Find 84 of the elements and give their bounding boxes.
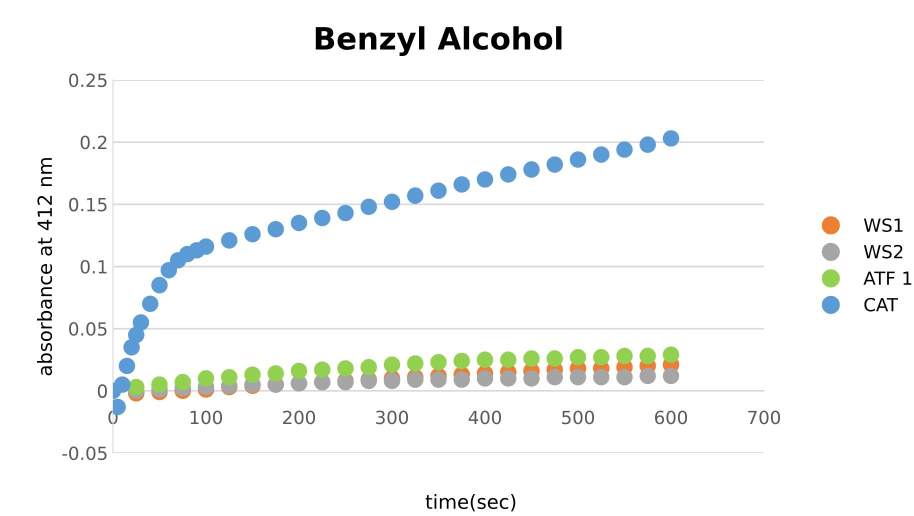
- y-tick-label: 0.1: [80, 260, 106, 274]
- point: [142, 296, 158, 312]
- point: [290, 214, 308, 232]
- point: [132, 314, 150, 331]
- point: [123, 339, 140, 356]
- point: [500, 352, 516, 368]
- point: [454, 176, 470, 193]
- point: [640, 136, 656, 153]
- point: [476, 171, 494, 188]
- point: [430, 371, 447, 388]
- point: [430, 182, 447, 199]
- point: [360, 358, 377, 376]
- y-tick-label: 0.25: [69, 73, 107, 88]
- point: [454, 352, 470, 370]
- point: [570, 368, 586, 386]
- point: [500, 166, 516, 183]
- point: [616, 141, 633, 158]
- point: [314, 361, 330, 378]
- point: [151, 276, 168, 294]
- x-tick-label: 700: [748, 410, 780, 424]
- y-axis-title: absorbance at 412 nm: [37, 158, 52, 376]
- x-tick-label: 400: [468, 410, 502, 424]
- point: [523, 370, 540, 387]
- point: [616, 368, 633, 386]
- point: [268, 365, 284, 382]
- point: [593, 349, 610, 366]
- point: [151, 376, 168, 393]
- point: [570, 151, 586, 168]
- y-tick-label: 0.2: [80, 136, 106, 150]
- point: [523, 161, 540, 178]
- point: [640, 348, 656, 364]
- legend-label: WS1: [864, 218, 902, 232]
- point: [454, 371, 470, 388]
- point: [244, 366, 261, 383]
- legend-label: WS2: [864, 244, 902, 258]
- y-tick-label: 0.05: [69, 322, 107, 336]
- point: [221, 368, 238, 386]
- x-tick-label: 600: [655, 410, 688, 424]
- x-tick-label: 300: [376, 410, 408, 424]
- x-tick-label: 100: [190, 410, 222, 424]
- point: [160, 262, 178, 278]
- point: [662, 368, 680, 384]
- x-tick-label: 200: [283, 410, 316, 424]
- point: [430, 354, 447, 370]
- point: [198, 370, 214, 387]
- point: [384, 194, 400, 210]
- point: [360, 198, 377, 216]
- point: [662, 346, 680, 363]
- point: [244, 226, 261, 242]
- point: [314, 210, 330, 226]
- y-tick-label: 0: [98, 384, 107, 398]
- x-tick-label: 500: [562, 410, 594, 424]
- point: [174, 374, 191, 390]
- point: [407, 187, 424, 204]
- y-tick-label: -0.05: [62, 446, 107, 460]
- point: [114, 376, 131, 393]
- point: [662, 130, 680, 147]
- point: [523, 350, 540, 367]
- point: [570, 349, 586, 366]
- point: [337, 204, 354, 222]
- point: [198, 238, 214, 255]
- point: [476, 352, 494, 368]
- point: [476, 370, 494, 387]
- point: [337, 360, 354, 377]
- y-tick-label: 0.15: [69, 198, 107, 212]
- point: [407, 355, 424, 372]
- chart-title: Benzyl Alcohol: [316, 26, 562, 56]
- point: [384, 356, 400, 373]
- point: [500, 370, 516, 387]
- point: [616, 348, 633, 364]
- point: [546, 350, 563, 367]
- point: [268, 220, 284, 238]
- x-axis-title: time(sec): [426, 494, 516, 512]
- point: [593, 368, 610, 386]
- point: [546, 156, 563, 173]
- point: [290, 362, 308, 380]
- point: [593, 146, 610, 163]
- point: [221, 232, 238, 249]
- point: [640, 368, 656, 384]
- point: [546, 368, 563, 386]
- legend-label: ATF 1: [863, 272, 912, 285]
- legend-label: CAT: [864, 298, 898, 312]
- point: [118, 358, 136, 374]
- point: [128, 378, 144, 396]
